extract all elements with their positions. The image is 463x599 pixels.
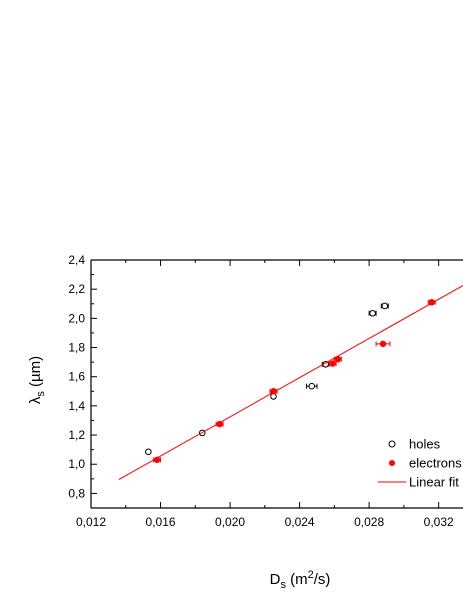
axes bbox=[90, 259, 463, 509]
x-axis-label-subscript: s bbox=[280, 579, 286, 591]
y-tick-label: 1,6 bbox=[68, 370, 85, 384]
y-tick-label: 1,8 bbox=[68, 341, 85, 355]
y-axis-label-subscript: s bbox=[35, 391, 47, 397]
x-tick-label: 0,028 bbox=[354, 515, 384, 529]
legend-label: electrons bbox=[409, 456, 462, 471]
holes-point bbox=[381, 302, 389, 310]
holes-point bbox=[145, 448, 152, 456]
legend: holes electrons Linear fit bbox=[378, 437, 462, 490]
legend-holes-marker bbox=[388, 440, 396, 448]
x-tick-label: 0,024 bbox=[285, 515, 315, 529]
y-axis-label-unit: (µm) bbox=[27, 356, 44, 391]
electrons-point bbox=[329, 360, 336, 367]
y-tick-label: 1,2 bbox=[68, 428, 85, 442]
x-tick-label: 0,012 bbox=[76, 515, 106, 529]
y-tick-label: 2,0 bbox=[68, 311, 85, 325]
legend-label: holes bbox=[409, 437, 441, 452]
x-tick-label: 0,016 bbox=[146, 515, 176, 529]
y-tick-label: 2,4 bbox=[68, 253, 85, 267]
holes-point bbox=[308, 382, 316, 390]
holes-point bbox=[369, 309, 376, 317]
y-axis-label-symbol: λ bbox=[27, 396, 44, 404]
linear-fit-line bbox=[118, 285, 463, 480]
electrons-point bbox=[379, 340, 387, 348]
x-tick-label: 0,020 bbox=[215, 515, 245, 529]
x-axis-label-unit: (m bbox=[286, 571, 308, 588]
x-axis-label: Ds (m2/s) bbox=[270, 569, 331, 591]
y-axis-label: λs (µm) bbox=[27, 356, 47, 404]
x-axis-label-symbol: D bbox=[270, 571, 281, 588]
y-tick-label: 1,0 bbox=[68, 457, 85, 471]
plot-area bbox=[118, 285, 463, 480]
x-axis-label-superscript: 2 bbox=[308, 569, 314, 581]
x-axis-label-unit-end: /s) bbox=[314, 571, 331, 588]
tick-marks: 0,012 0,016 0,020 0,024 0,028 0,032 0,8 1,0 1,2 1… bbox=[68, 253, 454, 529]
y-tick-label: 0,8 bbox=[68, 486, 85, 500]
y-tick-label: 2,2 bbox=[68, 282, 85, 296]
x-tick-label: 0,032 bbox=[424, 515, 454, 529]
legend-electrons-marker bbox=[389, 460, 395, 466]
legend-label: Linear fit bbox=[409, 475, 459, 490]
y-tick-label: 1,4 bbox=[68, 399, 85, 413]
